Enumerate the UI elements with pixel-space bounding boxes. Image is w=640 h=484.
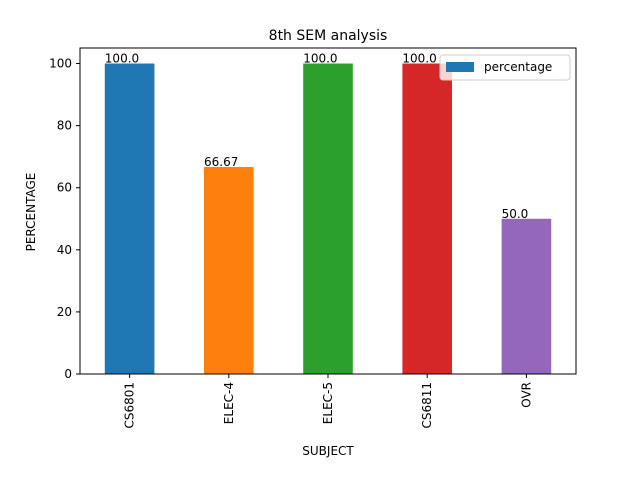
y-tick-label-0: 0 [64, 367, 72, 381]
x-axis-ticks: CS6801 ELEC-4 ELEC-5 CS6811 OVR [123, 374, 533, 429]
legend-label: percentage [484, 60, 552, 74]
x-tick-label-cs6811: CS6811 [420, 382, 434, 429]
legend: percentage [439, 54, 571, 81]
x-tick-label-ovr: OVR [519, 382, 533, 408]
bar-cs6811 [402, 63, 452, 375]
y-tick-label-80: 80 [57, 119, 72, 133]
x-tick-label-elec-4: ELEC-4 [222, 382, 236, 424]
bar-elec-5 [303, 63, 353, 375]
y-axis-ticks: 0 20 40 60 80 100 [49, 57, 80, 381]
bars-layer [104, 63, 552, 375]
x-axis-label: SUBJECT [302, 444, 354, 458]
legend-swatch [446, 62, 474, 72]
bar-ovr [501, 218, 552, 374]
chart-title: 8th SEM analysis [269, 28, 388, 44]
y-tick-label-100: 100 [49, 57, 72, 71]
data-label-cs6811: 100.0 [402, 52, 436, 66]
legend-box [439, 54, 571, 81]
data-labels-layer: 100.0 66.67 100.0 100.0 50.0 [105, 52, 529, 221]
y-axis-label: PERCENTAGE [24, 173, 38, 252]
x-tick-label-elec-5: ELEC-5 [321, 382, 335, 424]
data-label-elec-5: 100.0 [303, 52, 337, 66]
data-label-ovr: 50.0 [502, 207, 529, 221]
plot-area-frame [79, 47, 577, 375]
data-label-cs6801: 100.0 [105, 52, 139, 66]
y-tick-label-40: 40 [57, 243, 72, 257]
data-label-elec-4: 66.67 [204, 155, 238, 169]
y-tick-label-60: 60 [57, 181, 72, 195]
y-tick-label-20: 20 [57, 305, 72, 319]
bar-elec-4 [204, 167, 254, 374]
x-tick-label-cs6801: CS6801 [123, 382, 137, 429]
bar-cs6801 [104, 63, 155, 375]
